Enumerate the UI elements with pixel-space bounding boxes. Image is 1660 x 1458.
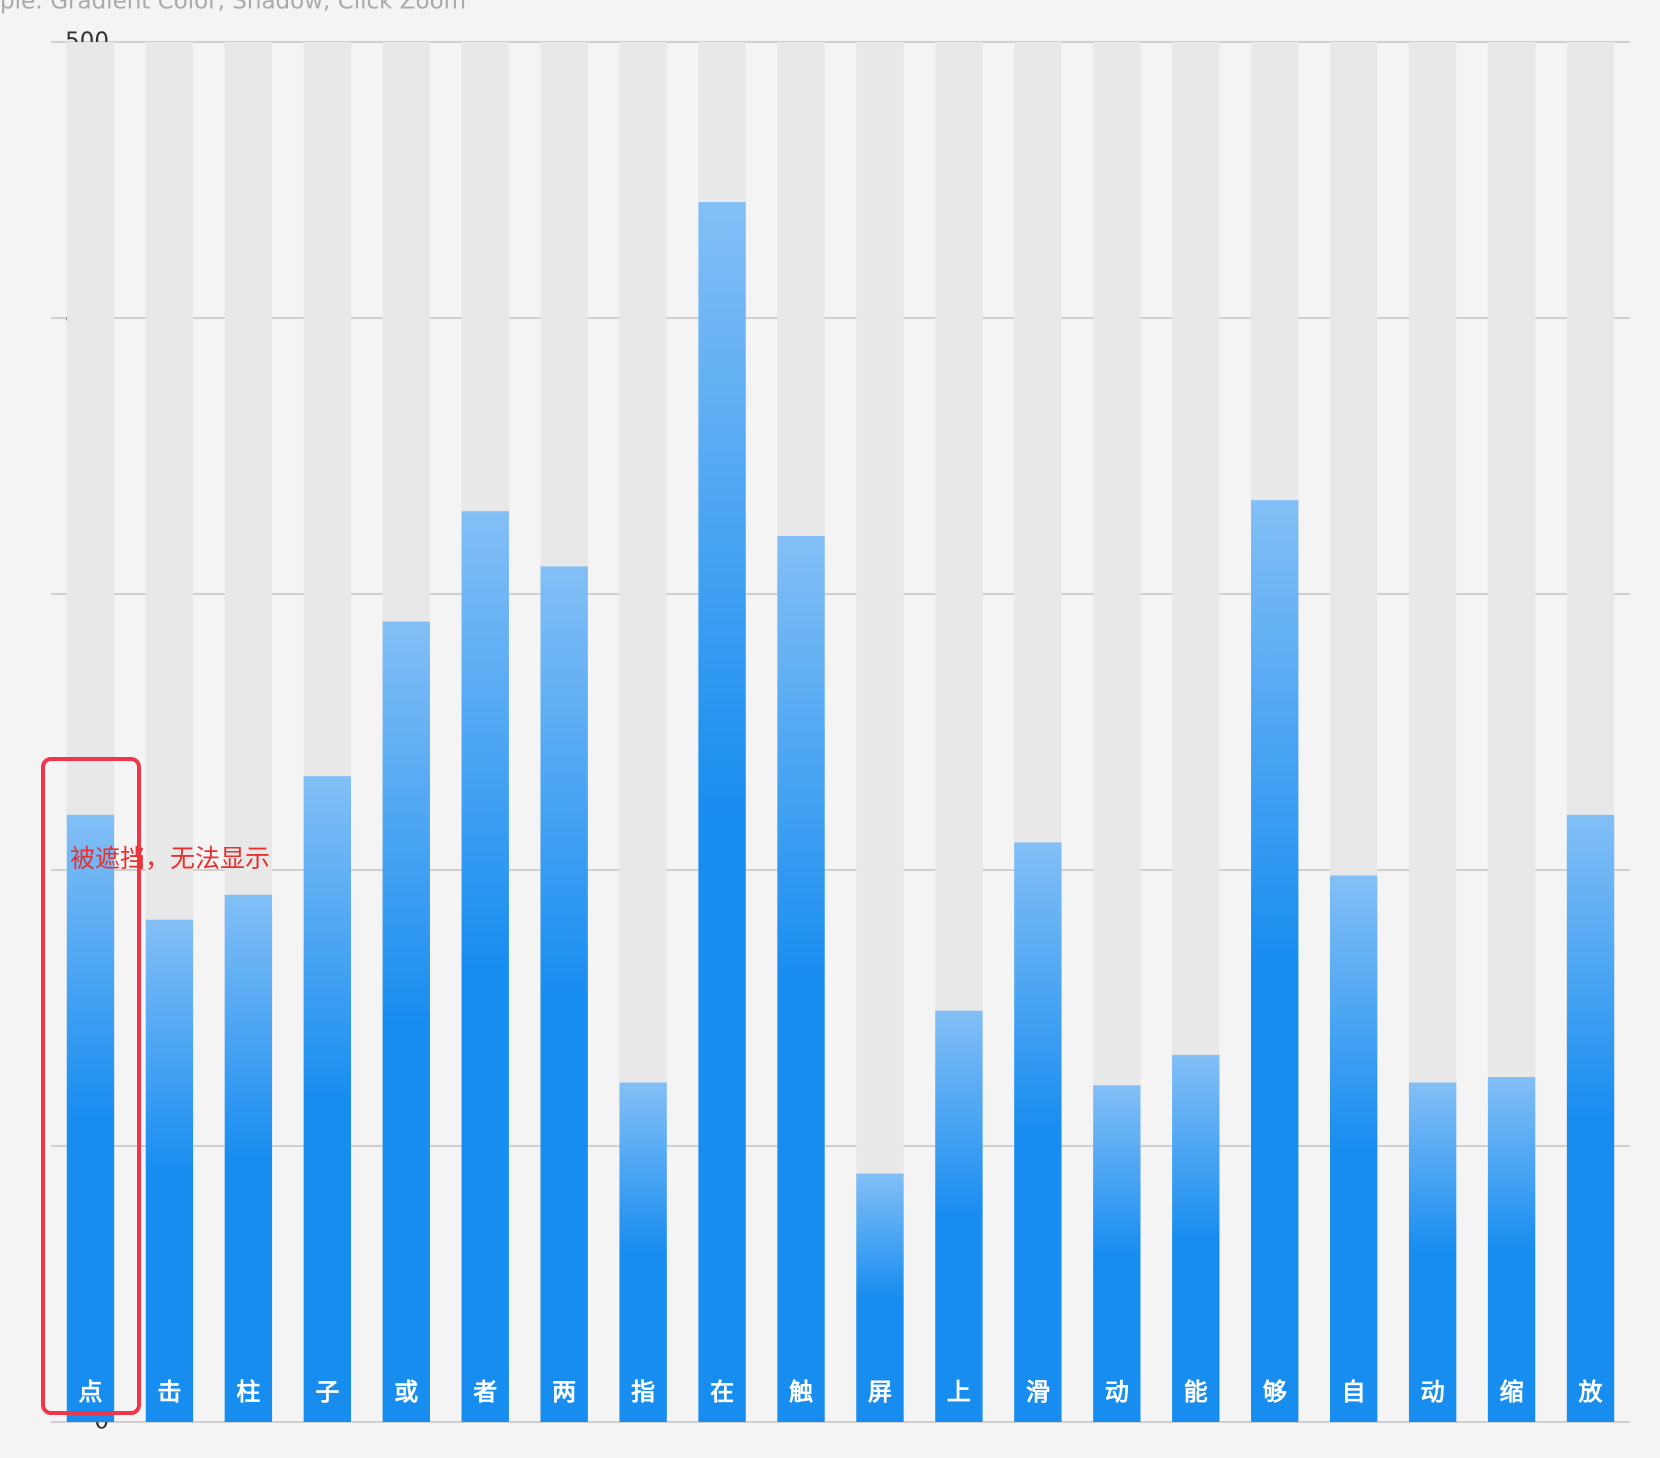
x-tick-label: 缩 [1500, 1378, 1524, 1406]
annotation: 被遮挡，无法显示 [70, 844, 270, 873]
bar [619, 1082, 667, 1422]
x-tick-label: 在 [710, 1378, 734, 1406]
bar [382, 621, 430, 1422]
x-tick-label: 动 [1421, 1378, 1445, 1406]
bar [1329, 875, 1378, 1422]
bar [540, 566, 588, 1422]
bar [303, 776, 352, 1422]
x-tick-label: 或 [394, 1378, 418, 1406]
x-tick-label: 上 [947, 1378, 971, 1406]
chart-title: ple: Gradient Color, Shadow, Click Zoom [0, 0, 466, 15]
x-tick-label: 够 [1263, 1378, 1287, 1406]
x-tick-label: 点 [78, 1378, 102, 1406]
bar [1172, 1054, 1220, 1422]
bar [698, 202, 746, 1423]
x-tick-label: 屏 [868, 1378, 892, 1406]
bar [224, 894, 273, 1422]
highlight-box [41, 757, 141, 1415]
x-tick-label: 者 [473, 1378, 497, 1406]
bar [856, 1173, 904, 1422]
x-tick-label: 指 [631, 1378, 655, 1406]
x-tick-label: 自 [1342, 1378, 1366, 1406]
bar [145, 919, 194, 1422]
bar [1408, 1082, 1457, 1422]
bar [1487, 1077, 1536, 1422]
x-tick-label: 两 [552, 1378, 576, 1406]
x-tick-label: 放 [1578, 1378, 1604, 1406]
bar [461, 511, 509, 1422]
bar [66, 814, 115, 1422]
x-tick-label: 击 [157, 1378, 181, 1406]
x-tick-label: 能 [1184, 1378, 1208, 1406]
bar [1251, 500, 1299, 1422]
bar [1014, 842, 1062, 1422]
x-tick-label: 动 [1105, 1378, 1129, 1406]
bar [777, 536, 825, 1422]
x-tick-label: 子 [315, 1378, 339, 1406]
bar [935, 1010, 983, 1422]
x-tick-label: 触 [789, 1378, 813, 1406]
bar [1093, 1085, 1141, 1422]
x-tick-label: 滑 [1026, 1378, 1050, 1406]
bar [1566, 814, 1615, 1422]
x-tick-label: 柱 [236, 1378, 260, 1406]
